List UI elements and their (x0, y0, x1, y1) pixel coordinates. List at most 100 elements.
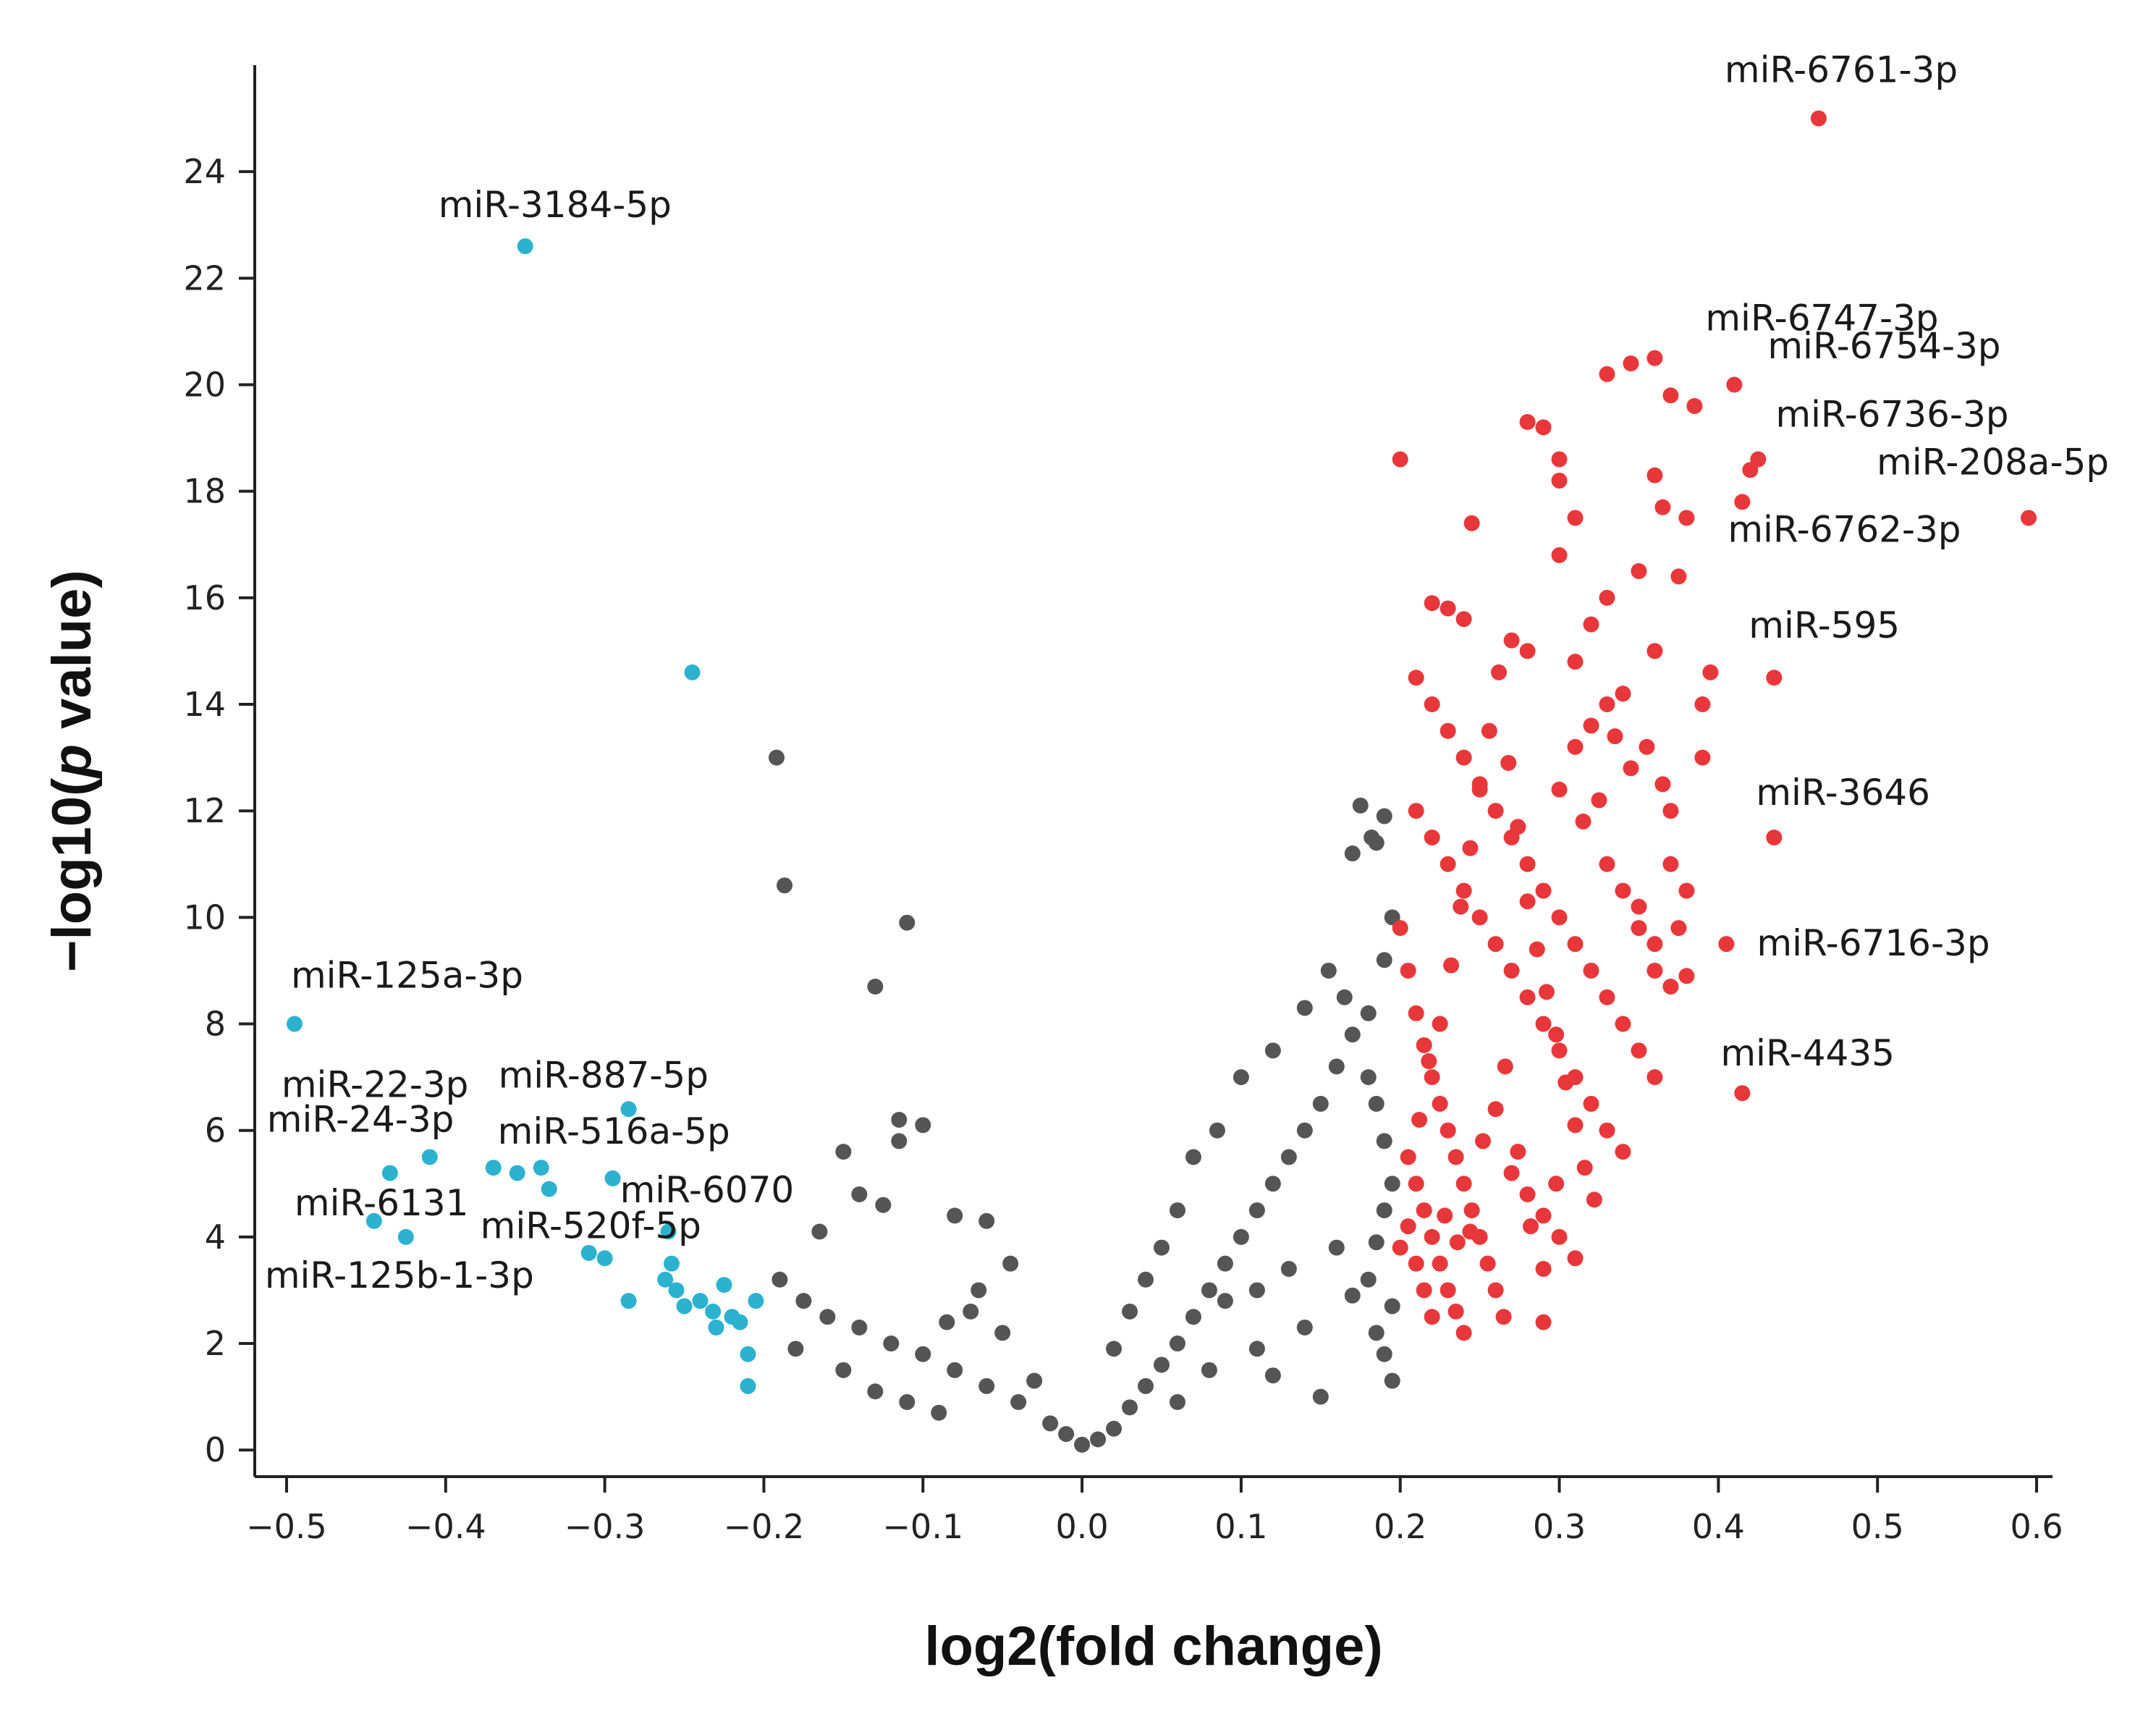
y-axis-title-suffix: value) (41, 570, 103, 744)
point-up (1567, 1117, 1584, 1134)
point-up (1535, 1314, 1552, 1330)
point-up (1639, 738, 1655, 755)
point-up (1449, 1234, 1466, 1251)
point-up (1646, 962, 1663, 979)
point-ns (891, 1111, 908, 1128)
point-up (1623, 760, 1639, 777)
point-up (1662, 979, 1679, 995)
point-ns (1312, 1095, 1329, 1112)
point-ns (1328, 1239, 1345, 1256)
point-down (676, 1298, 693, 1315)
point-up (1615, 882, 1631, 899)
point-ns (1153, 1356, 1170, 1373)
point-up (1487, 1101, 1504, 1118)
x-axis: −0.5 −0.4 −0.3 −0.2 −0.1 0.0 0.1 0.2 0.3 0.4 0.5 0.… (246, 1475, 2063, 1546)
point-ns (1233, 1069, 1249, 1086)
point-ns (891, 1133, 908, 1149)
point-up (1694, 696, 1711, 713)
point-up (1519, 414, 1536, 431)
point-ns (1328, 1058, 1345, 1075)
annotation-label: miR-6761-3p (1725, 49, 1958, 91)
point-up (1510, 819, 1526, 835)
point-ns (819, 1309, 836, 1325)
point-up (1440, 1282, 1456, 1299)
annotation-label: miR-6736-3p (1775, 394, 2008, 436)
point-up (1686, 397, 1703, 414)
point-up (1432, 1016, 1448, 1032)
x-tick-label: −0.5 (246, 1507, 327, 1546)
point-up (1487, 803, 1504, 819)
point-up (1750, 451, 1767, 468)
point-up (1646, 936, 1663, 953)
point-ns (1169, 1202, 1185, 1219)
point-up (1551, 781, 1568, 798)
y-tick-label: 22 (183, 258, 226, 298)
point-up (1726, 376, 1743, 393)
point-ns (1169, 1335, 1185, 1352)
point-down (657, 1271, 674, 1288)
point-ns (1248, 1202, 1265, 1219)
point-ns (1201, 1282, 1217, 1299)
point-ns (947, 1207, 963, 1224)
point-ns (1312, 1388, 1329, 1405)
annotation-label: miR-6131 (295, 1182, 469, 1224)
point-up (1551, 909, 1568, 926)
point-down (748, 1293, 764, 1309)
point-up (1535, 1016, 1552, 1032)
annotation-label: miR-520f-5p (481, 1205, 701, 1247)
point-ns (1209, 1122, 1225, 1139)
point-ns (1106, 1420, 1123, 1437)
point-ns (915, 1346, 931, 1362)
point-up (1424, 829, 1440, 845)
point-up (1646, 467, 1663, 484)
point-up (1408, 803, 1424, 819)
point-up (1678, 510, 1695, 526)
y-tick-label: 10 (183, 898, 226, 937)
point-ns (1336, 989, 1353, 1005)
y-tick-label: 24 (183, 152, 226, 191)
point-ns (867, 1383, 884, 1400)
point-up (1567, 1250, 1584, 1267)
point-up (1421, 1053, 1437, 1070)
point-up (1583, 962, 1599, 979)
point-up (1734, 1085, 1751, 1102)
point-ns (1296, 1000, 1313, 1016)
point-down (692, 1293, 709, 1309)
y-tick-label: 0 (205, 1430, 226, 1469)
point-up (1455, 882, 1472, 899)
point-up (1447, 1303, 1464, 1320)
point-down (596, 1250, 613, 1267)
x-tick-label: 0.2 (1374, 1507, 1426, 1546)
point-ns (1364, 829, 1380, 845)
point-ns (777, 877, 793, 894)
point-ns (1360, 1271, 1377, 1288)
point-down (509, 1165, 525, 1181)
point-up (1408, 670, 1424, 686)
annotation-label: miR-22-3p (282, 1064, 469, 1106)
point-ns (1344, 845, 1361, 862)
point-ns (978, 1212, 995, 1229)
point-up (1631, 563, 1647, 580)
point-up (1392, 1239, 1408, 1256)
point-up (1453, 898, 1469, 915)
point-up (1424, 696, 1440, 713)
point-ns (1384, 1298, 1400, 1315)
point-up (1503, 632, 1520, 649)
point-up (1522, 1218, 1539, 1235)
point-ns (1320, 962, 1337, 979)
y-tick-label: 14 (183, 685, 226, 724)
point-up (1599, 989, 1615, 1005)
point-up (1646, 1069, 1663, 1086)
point-down (668, 1282, 685, 1299)
y-axis-title-p: p (41, 744, 103, 779)
point-ns (1344, 1026, 1361, 1043)
point-up (1471, 781, 1488, 798)
point-ns (1169, 1393, 1185, 1410)
point-ns (851, 1319, 868, 1335)
point-up (1662, 856, 1679, 872)
point-ns (1122, 1303, 1138, 1320)
point-up (1615, 685, 1631, 702)
point-down (533, 1160, 549, 1176)
point-down (397, 1228, 414, 1245)
